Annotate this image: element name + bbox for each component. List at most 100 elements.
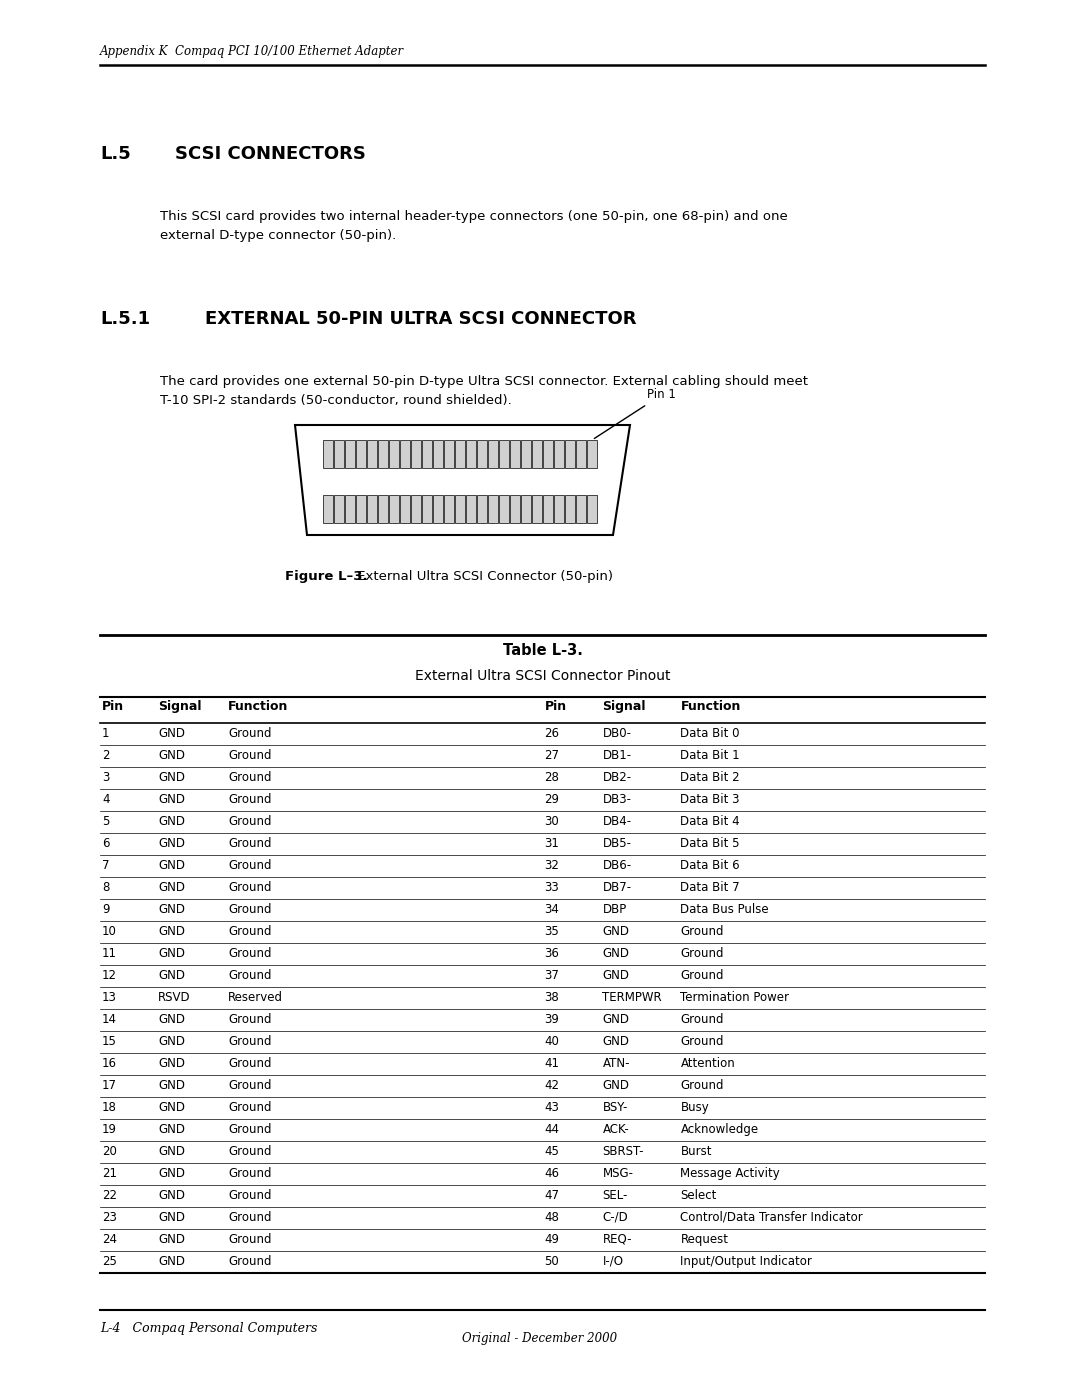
Text: 50: 50 [544,1255,559,1268]
Text: 36: 36 [544,947,559,960]
Bar [499,440,509,468]
Text: Acknowledge: Acknowledge [680,1123,758,1136]
Text: TERMPWR: TERMPWR [603,990,662,1004]
Text: Ground: Ground [228,882,271,894]
Text: 28: 28 [544,771,559,784]
Text: Ground: Ground [680,947,724,960]
Text: Ground: Ground [228,749,271,761]
Bar [422,440,432,468]
Bar [444,495,454,522]
Bar [444,440,454,468]
Text: 18: 18 [102,1101,117,1113]
Text: Appendix K  Compaq PCI 10/100 Ethernet Adapter: Appendix K Compaq PCI 10/100 Ethernet Ad… [100,46,404,59]
Bar [499,495,509,522]
Text: L.5: L.5 [100,145,131,163]
Bar [465,495,476,522]
Bar [367,495,377,522]
Bar [488,495,498,522]
Text: DB1-: DB1- [603,749,632,761]
Bar [565,495,575,522]
Text: 1: 1 [102,726,109,740]
Text: Ground: Ground [680,1013,724,1025]
Text: C-/D: C-/D [603,1211,629,1224]
Text: SBRST-: SBRST- [603,1146,644,1158]
Text: Termination Power: Termination Power [680,990,789,1004]
Bar [465,440,476,468]
Text: External Ultra SCSI Connector Pinout: External Ultra SCSI Connector Pinout [415,669,671,683]
Bar [455,495,465,522]
Text: DB3-: DB3- [603,793,632,806]
Text: GND: GND [603,1078,630,1092]
Text: 38: 38 [544,990,559,1004]
Text: L.5.1: L.5.1 [100,310,150,328]
Bar [422,495,432,522]
Text: Signal: Signal [603,700,646,712]
Text: RSVD: RSVD [158,990,191,1004]
Text: External Ultra SCSI Connector (50-pin): External Ultra SCSI Connector (50-pin) [353,570,613,583]
Text: 40: 40 [544,1035,559,1048]
Text: Data Bit 7: Data Bit 7 [680,882,740,894]
Text: 27: 27 [544,749,559,761]
Text: ATN-: ATN- [603,1058,630,1070]
Text: Data Bit 4: Data Bit 4 [680,814,740,828]
Text: Data Bit 5: Data Bit 5 [680,837,740,849]
Text: 43: 43 [544,1101,559,1113]
Text: Ground: Ground [228,793,271,806]
Text: 26: 26 [544,726,559,740]
Text: Figure L–3.: Figure L–3. [285,570,367,583]
Text: Ground: Ground [228,1123,271,1136]
Text: 5: 5 [102,814,109,828]
Text: 29: 29 [544,793,559,806]
Text: GND: GND [158,1035,185,1048]
Bar [554,495,564,522]
Bar [356,495,366,522]
Text: 3: 3 [102,771,109,784]
Text: DB4-: DB4- [603,814,632,828]
Text: 14: 14 [102,1013,117,1025]
Text: GND: GND [158,749,185,761]
Bar [588,440,597,468]
Text: Attention: Attention [680,1058,735,1070]
Text: 44: 44 [544,1123,559,1136]
Text: GND: GND [158,1123,185,1136]
Text: 12: 12 [102,970,117,982]
Bar [543,440,553,468]
Bar [389,495,399,522]
Text: Ground: Ground [228,1035,271,1048]
Text: Pin 1: Pin 1 [594,388,676,439]
Bar [543,495,553,522]
Text: 17: 17 [102,1078,117,1092]
Text: The card provides one external 50-pin D-type Ultra SCSI connector. External cabl: The card provides one external 50-pin D-… [160,374,808,407]
Text: Busy: Busy [680,1101,710,1113]
Bar [510,440,519,468]
Text: GND: GND [158,1101,185,1113]
Text: 41: 41 [544,1058,559,1070]
Bar [323,440,333,468]
Text: Ground: Ground [228,1013,271,1025]
Text: L-4   Compaq Personal Computers: L-4 Compaq Personal Computers [100,1322,318,1336]
Text: GND: GND [158,1013,185,1025]
Bar [334,440,345,468]
Text: 24: 24 [102,1234,117,1246]
Text: DB5-: DB5- [603,837,632,849]
Bar [400,495,410,522]
Text: DB7-: DB7- [603,882,632,894]
Bar [532,495,542,522]
Text: Ground: Ground [680,1035,724,1048]
Text: GND: GND [158,1146,185,1158]
Text: 4: 4 [102,793,109,806]
Text: 16: 16 [102,1058,117,1070]
Text: Data Bit 1: Data Bit 1 [680,749,740,761]
Bar [510,495,519,522]
Text: GND: GND [158,771,185,784]
Text: GND: GND [603,947,630,960]
Text: Select: Select [680,1189,717,1201]
Text: 15: 15 [102,1035,117,1048]
Text: Function: Function [228,700,288,712]
Bar [521,440,531,468]
Text: 23: 23 [102,1211,117,1224]
Text: Data Bit 6: Data Bit 6 [680,859,740,872]
Bar [433,495,443,522]
Text: DBP: DBP [603,902,626,916]
Text: GND: GND [603,1035,630,1048]
